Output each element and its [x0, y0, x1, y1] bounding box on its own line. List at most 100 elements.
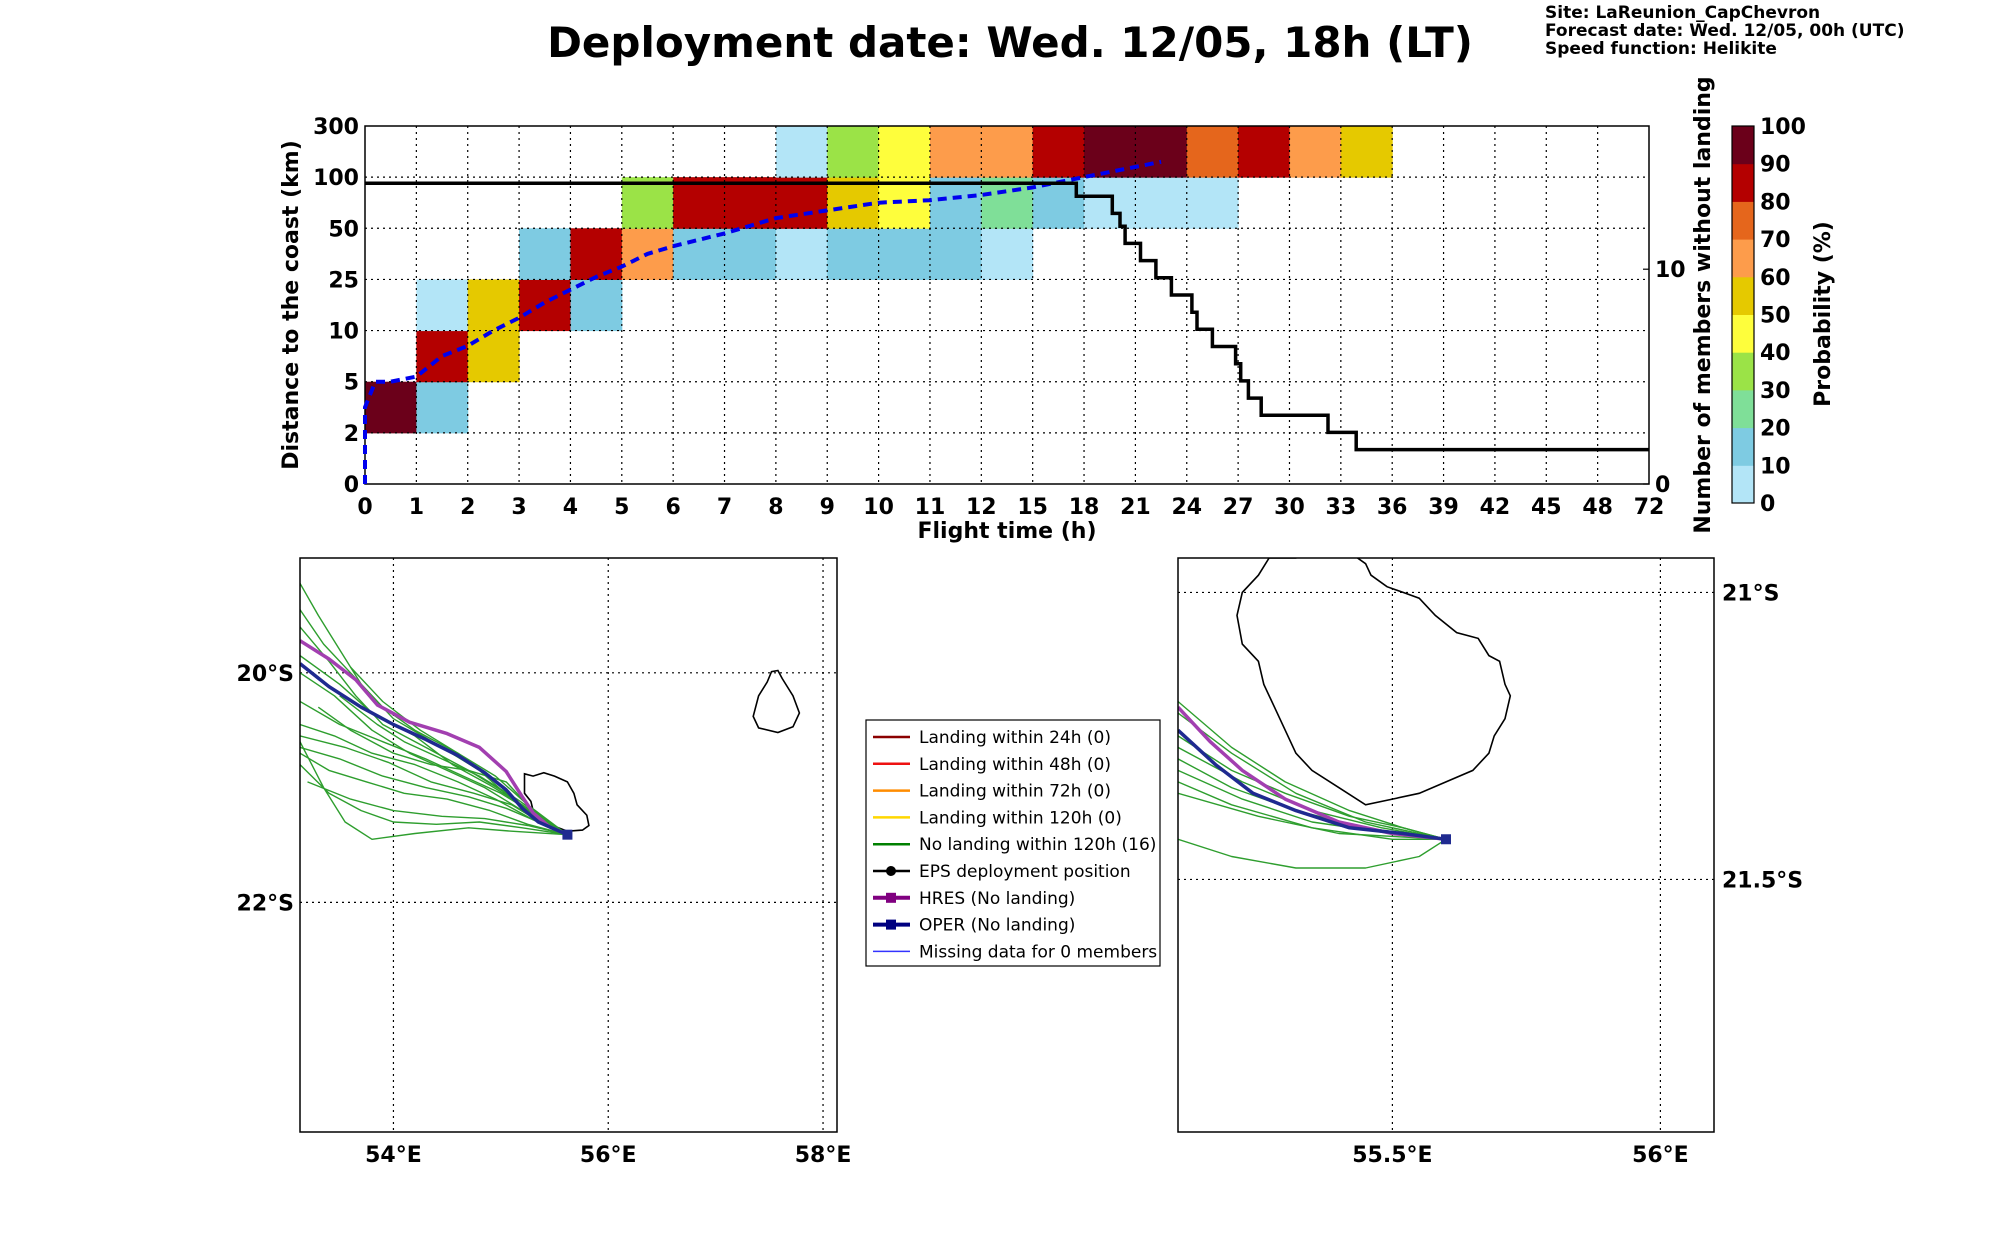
heatmap-cell	[673, 177, 726, 229]
legend-dot-marker	[886, 866, 896, 876]
heatmap-cell	[775, 177, 828, 229]
probability-heatmap: 0 1 2 3 4 5 6 7 8 9 10 11 12 15 18 21 24 27 30 33 36 39 42 45 48…	[279, 76, 1716, 544]
x-tick-label: 0	[357, 495, 372, 520]
y-tick-label: 300	[313, 115, 359, 140]
y-tick-label: 25	[328, 268, 359, 293]
x-tick-label: 11	[915, 495, 946, 520]
heatmap-cell	[1186, 126, 1239, 178]
heatmap-cell	[416, 330, 469, 383]
ensemble-trajectory	[349, 666, 568, 836]
x-tick-label: 24	[1171, 495, 1202, 520]
x-tick-label: 3	[511, 495, 526, 520]
heatmap-cell	[570, 279, 623, 332]
heatmap-cell	[1084, 126, 1136, 178]
deployment-marker	[562, 829, 573, 840]
heatmap-cell	[1032, 126, 1085, 178]
ensemble-trajectory	[300, 746, 568, 836]
ensemble-trajectory	[1178, 735, 1447, 840]
colorbar-tick-label: 60	[1760, 266, 1791, 291]
colorbar-swatch	[1732, 389, 1754, 429]
legend-frame	[865, 719, 1161, 967]
y-tick-label: 5	[344, 371, 359, 396]
heatmap-cell	[570, 228, 623, 280]
x-tick-label: 2	[460, 495, 475, 520]
heatmap-cell	[981, 228, 1034, 280]
heatmap-cell	[673, 228, 726, 280]
colorbar-tick-label: 90	[1760, 153, 1791, 178]
latitude-tick-label: 22°S	[237, 891, 294, 916]
map-zoom-frame	[1177, 557, 1715, 1133]
x-tick-label: 39	[1428, 495, 1459, 520]
map-regional-frame	[299, 557, 838, 1133]
oper-trajectory	[1178, 728, 1447, 842]
heatmap-cell	[1084, 177, 1136, 229]
heatmap-cell	[1340, 126, 1393, 178]
x-tick-label: 27	[1223, 495, 1254, 520]
x-tick-label: 15	[1017, 495, 1048, 520]
heatmap-cell	[929, 177, 982, 229]
colorbar-tick-label: 100	[1760, 115, 1806, 140]
ensemble-trajectory	[1178, 792, 1447, 840]
x-tick-label: 6	[666, 495, 681, 520]
legend-label: Landing within 120h (0)	[919, 808, 1122, 828]
ensemble-trajectory	[307, 781, 568, 836]
colorbar-swatches	[1732, 126, 1754, 504]
x-tick-label: 7	[717, 495, 732, 520]
map-zoom: 55.5°E 56°E 21°S 21.5°S	[1177, 557, 1803, 1168]
x-tick-label: 48	[1582, 495, 1613, 520]
colorbar-swatch	[1732, 465, 1754, 504]
page-title: Deployment date: Wed. 12/05, 18h (LT)	[547, 18, 1473, 67]
heatmap-cell	[827, 126, 880, 178]
deployment-marker	[1441, 834, 1451, 845]
longitude-tick-label: 58°E	[795, 1143, 852, 1168]
x-tick-label: 30	[1274, 495, 1305, 520]
legend-label: OPER (No landing)	[919, 916, 1075, 936]
x-tick-label: 9	[820, 495, 835, 520]
colorbar-swatch	[1732, 276, 1754, 315]
heatmap-cell	[981, 177, 1034, 229]
y-tick-label: 2	[344, 422, 359, 447]
longitude-tick-label: 56°E	[580, 1143, 637, 1168]
longitude-tick-label: 54°E	[365, 1143, 422, 1168]
forecast-label: Forecast date: Wed. 12/05, 00h (UTC)	[1545, 21, 1904, 41]
heatmap-lines	[363, 159, 1649, 484]
legend-label: HRES (No landing)	[919, 889, 1075, 909]
colorbar-tick-label: 10	[1760, 454, 1791, 479]
x-tick-label: 12	[966, 495, 997, 520]
mauritius-coastline	[752, 669, 801, 734]
heatmap-cell	[1238, 126, 1290, 178]
hres-trajectory	[300, 639, 569, 837]
x-tick-label: 45	[1531, 495, 1562, 520]
colorbar-swatch	[1732, 352, 1754, 391]
heatmap-cell	[929, 126, 982, 178]
heatmap-cell	[724, 228, 777, 280]
x-tick-label: 4	[563, 495, 578, 520]
x-tick-label: 8	[768, 495, 783, 520]
oper-trajectory	[300, 662, 569, 837]
speed-label: Speed function: Helikite	[1545, 39, 1777, 59]
x-tick-label: 1	[409, 495, 424, 520]
legend-label: Landing within 72h (0)	[919, 782, 1111, 802]
colorbar-tick-label: 0	[1760, 492, 1775, 517]
colorbar-tick-label: 80	[1760, 190, 1791, 215]
heatmap-frame	[364, 125, 1650, 485]
ensemble-trajectory	[1178, 712, 1447, 840]
heatmap-cell	[929, 228, 982, 280]
heatmap-cell	[519, 279, 571, 332]
y-tick-label: 10	[328, 320, 359, 345]
ensemble-trajectory	[1178, 838, 1447, 869]
y-tick-label: 0	[344, 473, 359, 498]
heatmap-cell	[878, 177, 931, 229]
y-axis-label: Distance to the coast (km)	[279, 140, 304, 470]
colorbar-tick-label: 40	[1760, 341, 1791, 366]
x-axis-label: Flight time (h)	[917, 519, 1096, 544]
legend-square-marker	[886, 919, 896, 930]
colorbar-tick-label: 50	[1760, 304, 1791, 329]
legend-label: Missing data for 0 members	[919, 942, 1157, 962]
colorbar-label: Probability (%)	[1811, 221, 1836, 407]
ensemble-trajectory	[300, 752, 568, 836]
hres-trajectory	[1178, 706, 1447, 842]
legend-label: Landing within 48h (0)	[919, 755, 1111, 775]
colorbar-tick-label: 30	[1760, 379, 1791, 404]
